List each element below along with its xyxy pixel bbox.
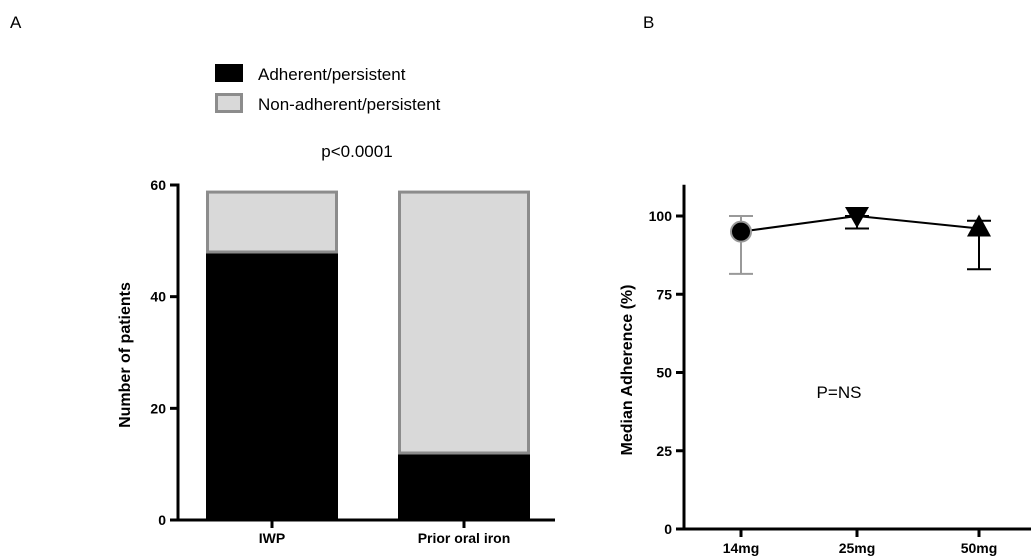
plot: [729, 207, 991, 275]
data-point-triangle-up: [967, 214, 991, 237]
legend-swatch-adherent: [215, 64, 243, 82]
y-tick-label: 100: [649, 208, 673, 224]
y-tick-label: 75: [656, 286, 672, 302]
bar-segment-non-adherent: [398, 190, 530, 455]
x-tick-label: Prior oral iron: [418, 530, 511, 546]
legend-label-adherent: Adherent/persistent: [258, 65, 406, 84]
legend-label-non-adherent: Non-adherent/persistent: [258, 95, 441, 114]
y-axis: IWP Prior oral iron 0 20 40 60: [150, 177, 555, 546]
bar-segment-non-adherent: [206, 190, 338, 254]
y-tick-label: 25: [656, 443, 672, 459]
data-point-triangle-down: [845, 207, 869, 228]
y-tick-label: 0: [664, 521, 672, 537]
p-value-annotation: p<0.0001: [321, 142, 392, 161]
chart-a: Adherent/persistent Non-adherent/persist…: [117, 64, 555, 546]
y-axis-title: Median Adherence (%): [619, 285, 636, 456]
bar-segment-adherent: [398, 453, 530, 520]
bar-segment-adherent: [206, 252, 338, 520]
legend: Adherent/persistent Non-adherent/persist…: [215, 64, 441, 114]
panel-label-b: B: [643, 13, 655, 32]
significance-annotation: P=NS: [817, 383, 862, 402]
y-tick-label: 50: [656, 365, 672, 381]
x-tick-label: 14mg: [723, 540, 760, 556]
y-axis-title: Number of patients: [117, 282, 134, 428]
chart-b: 0 25 50 75 100 14mg 25mg 50mg P=NS Median Adher…: [619, 184, 1031, 556]
bars: [206, 190, 530, 520]
x-tick-label: 50mg: [961, 540, 998, 556]
panel-label-a: A: [10, 13, 22, 32]
axes: 0 25 50 75 100 14mg 25mg 50mg: [649, 184, 1031, 556]
y-tick-label: 40: [150, 289, 166, 305]
data-point-circle: [730, 220, 752, 243]
x-tick-label: IWP: [259, 530, 285, 546]
y-tick-label: 60: [150, 177, 166, 193]
y-tick-label: 20: [150, 400, 166, 416]
x-tick-label: 25mg: [839, 540, 876, 556]
legend-swatch-non-adherent: [215, 93, 243, 113]
y-tick-label: 0: [158, 512, 166, 528]
